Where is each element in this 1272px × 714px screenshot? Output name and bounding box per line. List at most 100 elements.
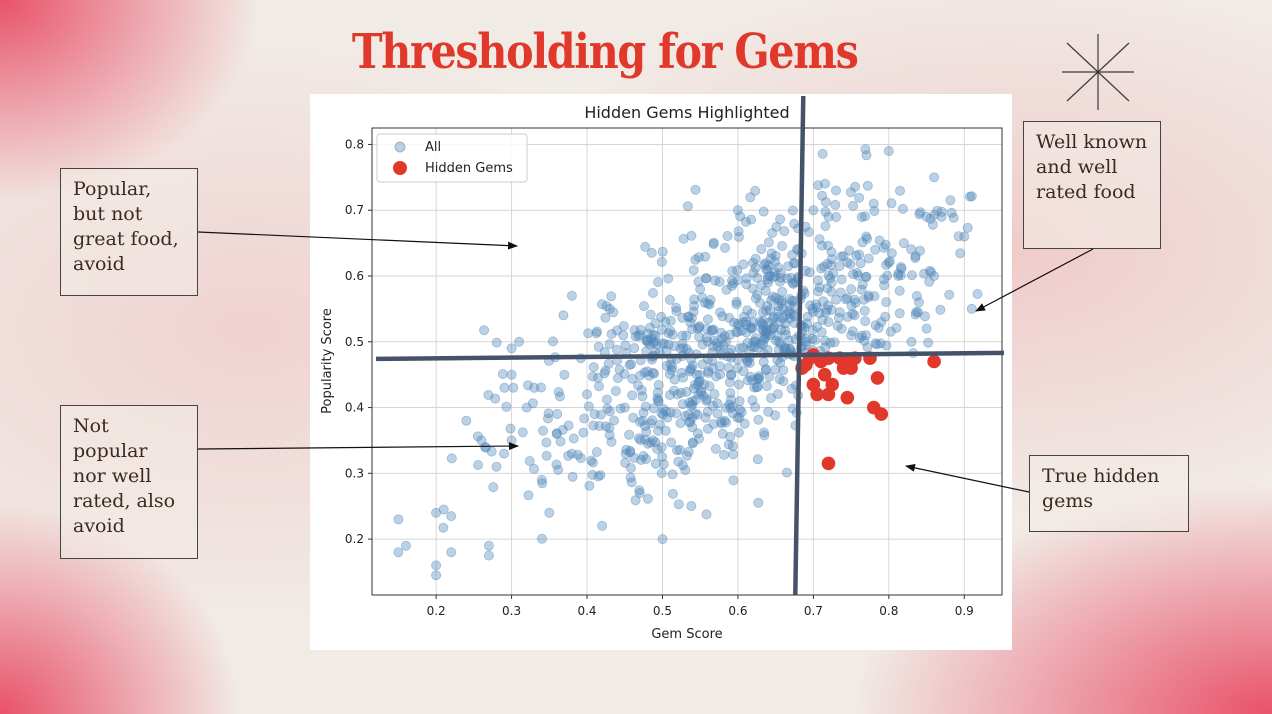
point-all	[817, 190, 828, 201]
point-all	[711, 337, 722, 348]
point-all	[789, 218, 800, 229]
point-all	[708, 238, 719, 249]
point-all	[767, 313, 778, 324]
point-all	[753, 374, 764, 385]
point-all	[758, 334, 769, 345]
point-all	[608, 415, 619, 426]
x-tick-label: 0.7	[804, 604, 823, 618]
point-all	[807, 306, 818, 317]
point-all	[505, 423, 516, 434]
point-all	[764, 317, 775, 328]
point-all	[707, 400, 718, 411]
point-all	[665, 315, 676, 326]
point-all	[752, 272, 763, 283]
point-all	[759, 332, 770, 343]
point-all	[924, 276, 935, 287]
point-all	[517, 427, 528, 438]
point-all	[591, 326, 602, 337]
point-all	[588, 362, 599, 373]
point-all	[701, 323, 712, 334]
point-all	[662, 412, 673, 423]
point-all	[652, 393, 663, 404]
point-all	[881, 297, 892, 308]
point-all	[692, 409, 703, 420]
point-all	[757, 307, 768, 318]
point-all	[642, 366, 653, 377]
point-all	[645, 339, 656, 350]
point-all	[751, 382, 762, 393]
point-all	[656, 311, 667, 322]
point-all	[754, 297, 765, 308]
point-all	[544, 507, 555, 518]
point-all	[753, 414, 764, 425]
point-all	[626, 477, 637, 488]
point-all	[754, 316, 765, 327]
point-all	[656, 468, 667, 479]
point-all	[558, 310, 569, 321]
point-all	[600, 365, 611, 376]
point-all	[784, 335, 795, 346]
point-all	[768, 321, 779, 332]
point-all	[602, 403, 613, 414]
point-all	[578, 427, 589, 438]
point-all	[725, 403, 736, 414]
point-all	[653, 425, 664, 436]
point-all	[732, 265, 743, 276]
point-all	[634, 416, 645, 427]
point-all	[817, 148, 828, 159]
point-all	[784, 293, 795, 304]
point-all	[620, 340, 631, 351]
point-all	[657, 409, 668, 420]
point-all	[595, 409, 606, 420]
popularity-threshold-line	[375, 350, 1005, 362]
point-all	[636, 454, 647, 465]
point-all	[742, 375, 753, 386]
chart-container: 0.2 0.3 0.4 0.5 0.6 0.7 0.8 0.9 0.2 0.3 0.4 0.5 0.6 0…	[310, 94, 1012, 654]
point-all	[712, 398, 723, 409]
point-all	[641, 453, 652, 464]
point-all	[840, 294, 851, 305]
point-all	[777, 240, 788, 251]
point-all	[811, 299, 822, 310]
point-all	[787, 205, 798, 216]
point-all	[753, 372, 764, 383]
point-all	[761, 325, 772, 336]
point-all	[611, 344, 622, 355]
point-all	[946, 207, 957, 218]
point-all	[652, 395, 663, 406]
point-all	[634, 485, 645, 496]
threshold-lines	[375, 95, 1005, 596]
point-all	[697, 359, 708, 370]
point-all	[750, 262, 761, 273]
point-all	[820, 335, 831, 346]
point-all	[753, 371, 764, 382]
point-all	[625, 462, 636, 473]
point-all	[476, 435, 487, 446]
point-all	[778, 376, 789, 387]
point-all	[823, 300, 834, 311]
point-all	[716, 418, 727, 429]
point-all	[772, 311, 783, 322]
point-all	[820, 197, 831, 208]
point-all	[695, 284, 706, 295]
point-all	[783, 306, 794, 317]
point-all	[762, 274, 773, 285]
point-all	[680, 410, 691, 421]
point-all	[736, 407, 747, 418]
point-all	[773, 262, 784, 273]
point-all	[636, 385, 647, 396]
point-all	[637, 415, 648, 426]
point-all	[819, 178, 830, 189]
point-all	[816, 263, 827, 274]
point-all	[677, 460, 688, 471]
point-all	[745, 192, 756, 203]
point-all	[684, 366, 695, 377]
point-all	[835, 287, 846, 298]
point-all	[692, 379, 703, 390]
point-all	[965, 191, 976, 202]
point-all	[710, 443, 721, 454]
point-all	[551, 428, 562, 439]
point-all	[716, 416, 727, 427]
point-all	[760, 258, 771, 269]
y-tick-label: 0.2	[345, 532, 364, 546]
